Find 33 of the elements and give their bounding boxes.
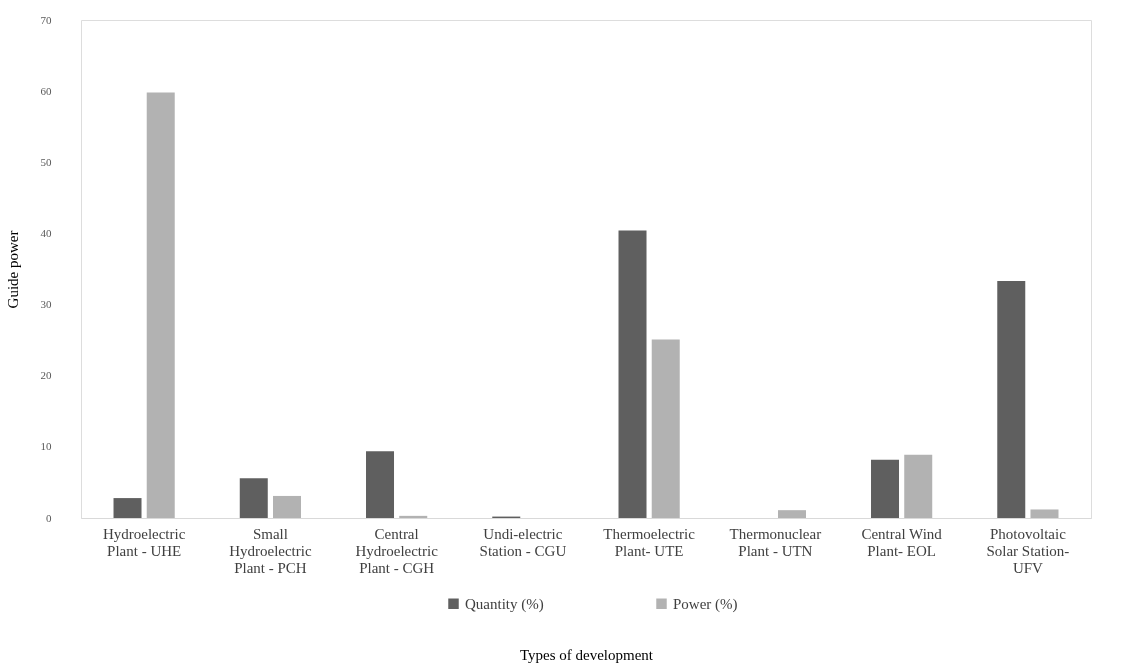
y-tick-label: 30: [40, 298, 52, 311]
bar: [904, 454, 933, 518]
x-axis-title: Types of development: [519, 646, 654, 663]
bar: [1030, 509, 1059, 518]
bar: [113, 498, 142, 518]
y-tick-label: 0: [46, 511, 52, 524]
x-tick-label: Photovoltaic Solar Station- UFV: [986, 525, 1070, 576]
bar: [272, 495, 301, 518]
x-tick-label: Central Hydroelectric Plant - CGH: [355, 525, 439, 576]
legend-label: Quantity (%): [465, 595, 544, 613]
x-tick-label: Thermoelectric Plant- UTE: [603, 525, 696, 559]
legend-label: Power (%): [673, 595, 738, 613]
y-tick-label: 50: [40, 155, 52, 168]
y-tick-label: 40: [40, 226, 52, 239]
y-tick-label: 60: [40, 84, 52, 97]
x-tick-label: Hydroelectric Plant - UHE: [102, 525, 186, 559]
x-tick-label: Undi-electric Station - CGU: [479, 525, 567, 559]
bar: [239, 478, 268, 518]
bar: [871, 459, 900, 518]
y-tick-label: 20: [40, 369, 52, 382]
bar: [366, 451, 395, 518]
y-axis-title: Guide power: [4, 230, 21, 309]
x-tick-label: Small Hydroelectric Plant - PCH: [229, 525, 312, 576]
bar: [777, 510, 806, 518]
bar: [399, 515, 428, 518]
bar: [146, 92, 175, 518]
bar: [618, 230, 647, 518]
y-tick-label: 10: [40, 440, 52, 453]
y-tick-label: 70: [40, 13, 52, 26]
bar: [997, 281, 1026, 518]
bar: [651, 339, 680, 518]
x-tick-label: Central Wind Plant- EOL: [861, 525, 943, 559]
x-tick-label: Thermonuclear Plant - UTN: [729, 525, 822, 559]
